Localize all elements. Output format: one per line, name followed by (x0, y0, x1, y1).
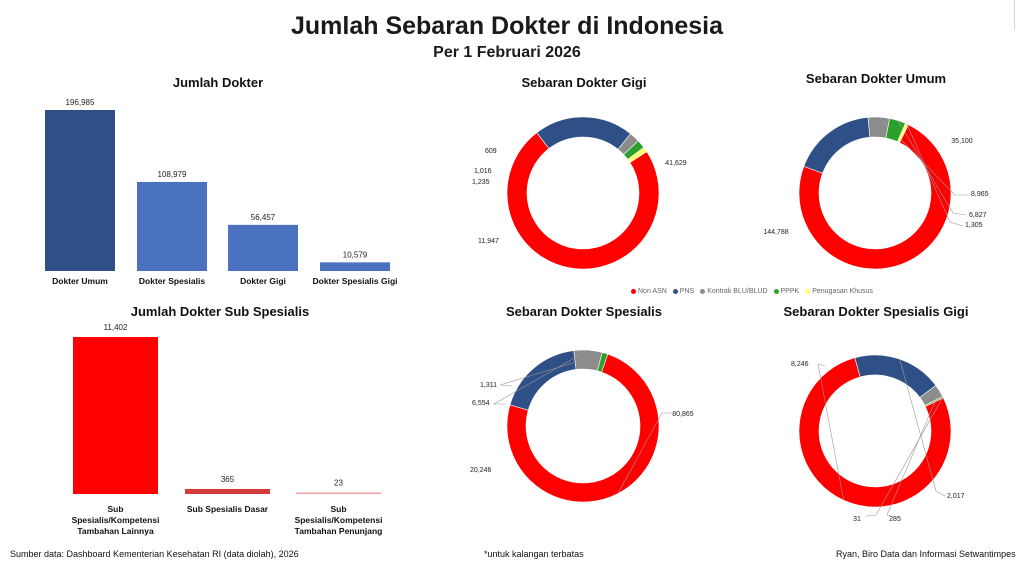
legend-swatch (672, 289, 678, 294)
page-subtitle: Per 1 Februari 2026 (433, 44, 581, 61)
bar-2 (185, 488, 270, 494)
donut-legend: Non ASN PNS Kontrak BLU/BLUD PPPK Penuga… (631, 288, 873, 295)
donut-slice-2 (509, 350, 577, 411)
bar-value-label: 365 (221, 475, 235, 484)
leader-line (617, 412, 672, 494)
donut-slice-2 (536, 116, 631, 150)
bar-category-label: Tambahan Lainnya (77, 526, 154, 536)
bar-2 (137, 181, 207, 271)
leader-line (817, 363, 845, 501)
leader-line (899, 359, 946, 497)
donut-value-label: 144,788 (763, 229, 788, 236)
bar-3 (228, 224, 298, 271)
bar-category-label: Dokter Umum (52, 276, 108, 286)
chart-title-jumlah-dokter: Jumlah Dokter (172, 75, 264, 90)
legend-item-kontrak: Kontrak BLU/BLUD (700, 288, 768, 295)
bar-category-label: Dokter Spesialis (139, 276, 205, 286)
bar-value-label: 23 (334, 479, 343, 488)
donut-slice-2 (803, 116, 871, 174)
donut-value-label: 1,235 (472, 179, 490, 186)
chart-title-dokter-spesialis: Sebaran Dokter Spesialis (505, 304, 663, 319)
bar-category-label: Sub (330, 504, 346, 514)
frame-edge (1014, 0, 1015, 30)
leader-line (492, 349, 589, 405)
donut-slice-5 (897, 122, 909, 144)
bar-category-label: Sub (107, 504, 123, 514)
donut-slice-1 (798, 357, 952, 508)
leader-line (499, 352, 606, 387)
legend-label: PPPK (780, 288, 800, 295)
leader-line (886, 390, 940, 517)
footer-source: Sumber data: Dashboard Kementerian Keseh… (10, 549, 299, 559)
leader-line (865, 396, 944, 517)
donut-slice-5 (627, 146, 648, 163)
donut-slice-2 (854, 354, 937, 398)
donut-value-label: 11,947 (478, 238, 499, 245)
chart-title-dokter-umum: Sebaran Dokter Umum (805, 71, 947, 86)
legend-label: Non ASN (638, 288, 667, 295)
legend-swatch (700, 289, 706, 294)
bar-value-label: 10,579 (343, 250, 368, 259)
bar-category-label: Dokter Gigi (240, 276, 286, 286)
bar-4 (320, 262, 390, 271)
legend-swatch (631, 289, 636, 294)
bar-value-label: 11,402 (104, 323, 128, 332)
bar-category-label: Spesialis/Kompetensi (72, 515, 160, 525)
donut-value-label: 80,865 (672, 411, 694, 418)
donut-value-label: 2,017 (947, 493, 965, 500)
legend-item-non-asn: Non ASN (631, 288, 667, 295)
donut-value-label: 8,965 (971, 191, 989, 198)
donut-slice-4 (597, 352, 609, 373)
legend-item-penugasan-khusus: Penugasan Khusus (805, 288, 873, 295)
legend-item-pppk: PPPK (773, 288, 800, 295)
page-title: Jumlah Sebaran Dokter di Indonesia (290, 12, 724, 40)
leader-line (897, 120, 967, 216)
donut-slice-1 (506, 353, 660, 503)
chart-title-dokter-spesialis-gigi: Sebaran Dokter Spesialis Gigi (783, 304, 969, 319)
donut-value-label: 609 (485, 148, 497, 155)
bar-value-label: 196,985 (66, 98, 95, 107)
bar-value-label: 56,457 (251, 213, 276, 222)
legend-label: PNS (679, 288, 695, 295)
donut-value-label: 1,016 (474, 168, 492, 175)
footer-credit: Ryan, Biro Data dan Informasi Setwantimp… (836, 549, 1016, 559)
donut-value-label: 285 (889, 516, 901, 523)
donut-slice-4 (924, 396, 944, 407)
legend-swatch (773, 289, 779, 294)
donut-value-label: 41,629 (665, 160, 687, 167)
bar-value-label: 108,979 (158, 170, 187, 179)
bar-1 (45, 110, 115, 271)
donut-value-label: 6,827 (969, 212, 987, 219)
bar-category-label: Sub Spesialis Dasar (187, 504, 269, 514)
bar-category-label: Spesialis/Kompetensi (295, 515, 383, 525)
bar-1 (73, 337, 158, 494)
donut-value-label: 20,246 (470, 467, 492, 474)
legend-label: Kontrak BLU/BLUD (707, 288, 768, 295)
donut-value-label: 35,100 (951, 138, 973, 145)
footer-note: *untuk kalangan terbatas (484, 549, 584, 559)
leader-line (906, 123, 964, 227)
chart-title-dokter-gigi: Sebaran Dokter Gigi (521, 75, 647, 90)
donut-value-label: 1,311 (480, 382, 497, 389)
donut-value-label: 6,554 (472, 400, 490, 407)
donut-value-label: 31 (853, 516, 861, 523)
chart-title-sub-spesialis: Jumlah Dokter Sub Spesialis (130, 304, 310, 319)
donut-value-label: 1,305 (965, 222, 983, 229)
leader-line (878, 116, 968, 196)
bar-3 (296, 492, 381, 494)
bar-category-label: Dokter Spesialis Gigi (312, 276, 397, 286)
donut-value-label: 8,246 (791, 361, 809, 368)
legend-swatch (805, 289, 811, 294)
legend-item-pns: PNS (672, 288, 695, 295)
bar-category-label: Tambahan Penunjang (295, 526, 383, 536)
legend-label: Penugasan Khusus (812, 288, 873, 295)
donut-slice-1 (506, 132, 660, 270)
